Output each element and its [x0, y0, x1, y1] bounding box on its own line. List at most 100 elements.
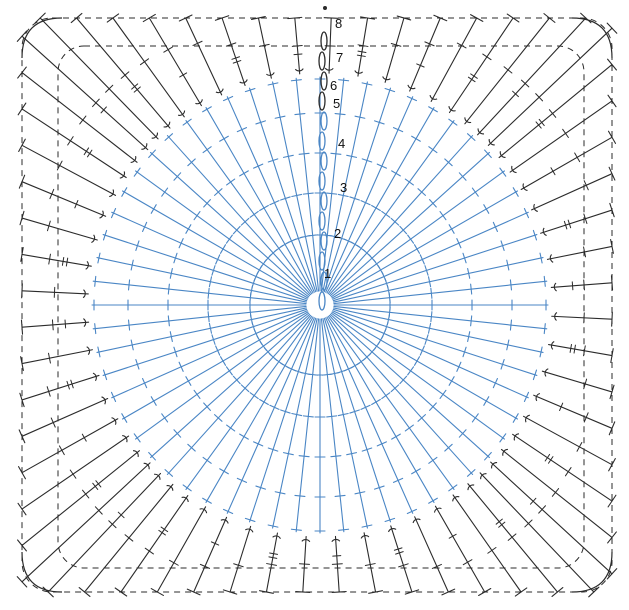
inner-stitch-bar	[193, 211, 201, 221]
stitch-slash	[92, 482, 99, 490]
inner-stitch-bar	[267, 524, 279, 528]
outer-stitch-line	[76, 17, 171, 129]
stitch-bar	[583, 279, 585, 291]
outer-stitch-line	[363, 532, 377, 593]
front-post-arc	[132, 450, 139, 458]
outer-stitch-line	[357, 17, 369, 77]
stitch-slash	[567, 219, 572, 229]
outer-stitch-line	[21, 144, 117, 196]
inner-stitch-bar	[384, 87, 396, 93]
inner-stitch-bar	[215, 254, 221, 265]
inner-stitch-bar	[294, 112, 306, 116]
inner-stitch-bar	[110, 391, 117, 403]
front-post-arc	[553, 282, 557, 292]
stitch-bar	[331, 563, 343, 565]
stitch-bar	[564, 467, 572, 477]
inner-stitch-bar	[499, 167, 507, 177]
inner-stitch-line	[331, 311, 519, 420]
stitch-bar	[108, 520, 117, 529]
stitch-bar	[583, 246, 587, 258]
stitch-bar	[548, 109, 557, 118]
outer-stitch-line	[185, 17, 223, 96]
inner-stitch-bar	[280, 409, 291, 414]
stitch-bar	[503, 66, 513, 74]
inner-stitch-bar	[274, 491, 286, 495]
inner-stitch-bar	[417, 414, 426, 422]
outer-round-stitches	[16, 12, 618, 598]
inner-stitch-bar	[492, 377, 498, 389]
inner-stitch-bar	[173, 429, 182, 438]
stitch-slash	[416, 63, 425, 68]
front-post-arc	[82, 289, 86, 299]
inner-stitch-bar	[219, 135, 229, 142]
inner-stitch-bar	[102, 229, 108, 241]
outer-stitch-line	[21, 217, 98, 241]
inner-stitch-line	[331, 190, 519, 299]
inner-stitch-bar	[384, 517, 396, 523]
inner-stitch-bar	[255, 120, 266, 125]
outer-stitch-line	[21, 72, 138, 163]
inner-stitch-bar	[371, 204, 381, 212]
stitch-bar	[225, 42, 237, 47]
inner-stitch-bar	[523, 391, 530, 403]
round-label-8: 8	[335, 16, 342, 31]
inner-stitch-bar	[484, 451, 492, 461]
stitch-bar	[576, 441, 583, 452]
outer-stitch-line	[479, 472, 595, 593]
inner-stitch-bar	[458, 429, 467, 438]
stitch-bar	[46, 220, 51, 232]
outer-stitch-top	[78, 587, 91, 597]
outer-stitch-top	[433, 14, 448, 22]
inner-stitch-bar	[259, 398, 269, 406]
round-label-2: 2	[334, 226, 341, 241]
start-dot	[323, 6, 327, 10]
front-post-arc	[220, 519, 229, 524]
chain-oval	[318, 91, 326, 111]
outer-stitch-top	[150, 587, 164, 597]
inner-round-stitches	[91, 76, 549, 534]
inner-stitch-bar	[290, 79, 302, 82]
front-post-arc	[181, 496, 189, 503]
stitch-bar	[192, 40, 203, 46]
inner-stitch-bar	[269, 200, 280, 206]
inner-stitch-bar	[219, 244, 227, 254]
inner-stitch-bar	[543, 275, 546, 287]
inner-stitch-bar	[338, 528, 350, 531]
outer-stitch-line	[477, 17, 587, 136]
outer-stitch-top	[607, 531, 617, 544]
inner-stitch-bar	[381, 392, 391, 400]
round-label-5: 5	[333, 96, 340, 111]
chain-oval	[320, 71, 328, 91]
inner-stitch-bar	[244, 517, 256, 523]
inner-stitch-bar	[215, 345, 221, 356]
inner-stitch-bar	[483, 396, 490, 406]
inner-stitch-bar	[470, 315, 473, 327]
outer-stitch-line	[21, 290, 89, 295]
stitch-slash	[133, 86, 141, 93]
outer-stitch-line	[390, 525, 413, 593]
stitch-slash	[293, 53, 303, 56]
inner-stitch-line	[121, 311, 309, 420]
stitch-bar	[507, 533, 517, 541]
inner-stitch-line	[205, 106, 314, 294]
outer-stitch-line	[21, 374, 100, 401]
outer-stitch-top	[606, 22, 618, 34]
outer-square-outline	[21, 17, 613, 593]
inner-stitch-bar	[399, 225, 408, 235]
stitch-bar	[51, 319, 54, 331]
outer-stitch-top	[18, 466, 26, 480]
stitch-slash	[569, 343, 572, 353]
inner-stitch-bar	[185, 376, 192, 386]
stitch-bar	[58, 445, 65, 456]
inner-stitch-bar	[97, 252, 101, 264]
inner-stitch-bar	[429, 199, 437, 208]
front-post-arc	[301, 539, 311, 543]
stitch-slash	[332, 555, 342, 557]
stitch-bar	[94, 506, 103, 515]
inner-stitch-bar	[337, 193, 349, 198]
inner-stitch-bar	[444, 443, 453, 452]
outer-stitch-top	[20, 319, 24, 335]
chain-oval	[318, 51, 326, 71]
inner-stitch-line	[121, 190, 309, 299]
round-label-6: 6	[330, 78, 337, 93]
